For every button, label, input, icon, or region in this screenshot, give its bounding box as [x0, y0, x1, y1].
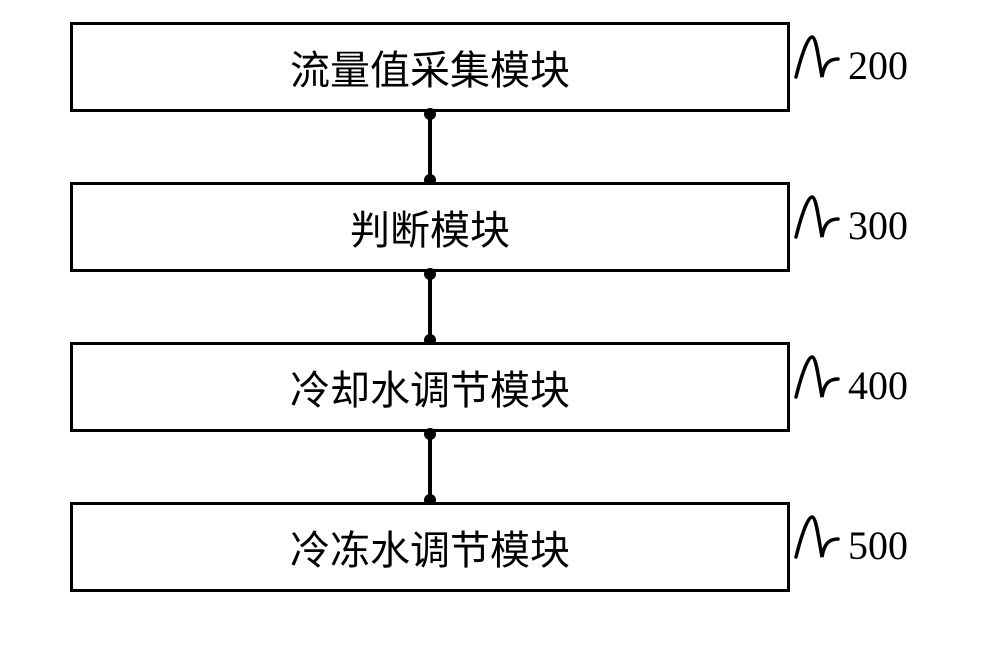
- node-label: 流量值采集模块: [290, 38, 570, 96]
- edge-dot-top: [424, 268, 436, 280]
- edge: [428, 272, 432, 342]
- leader-squiggle: [794, 35, 842, 83]
- edge: [428, 432, 432, 502]
- leader-squiggle: [794, 195, 842, 243]
- leader-squiggle: [794, 355, 842, 403]
- node-label: 冷却水调节模块: [290, 358, 570, 416]
- edge: [428, 112, 432, 182]
- node-flow-collection: 流量值采集模块: [70, 22, 790, 112]
- node-cooling-water: 冷却水调节模块: [70, 342, 790, 432]
- node-label: 冷冻水调节模块: [290, 518, 570, 576]
- edge-dot-top: [424, 428, 436, 440]
- node-chilled-water: 冷冻水调节模块: [70, 502, 790, 592]
- diagram-canvas: 流量值采集模块 200 判断模块 300 冷却水调节模块 400 冷冻水调节模块…: [0, 0, 1000, 647]
- ref-label-400: 400: [848, 362, 908, 409]
- ref-label-300: 300: [848, 202, 908, 249]
- node-judgment: 判断模块: [70, 182, 790, 272]
- leader-squiggle: [794, 515, 842, 563]
- edge-dot-top: [424, 108, 436, 120]
- ref-label-500: 500: [848, 522, 908, 569]
- node-label: 判断模块: [350, 198, 510, 256]
- ref-label-200: 200: [848, 42, 908, 89]
